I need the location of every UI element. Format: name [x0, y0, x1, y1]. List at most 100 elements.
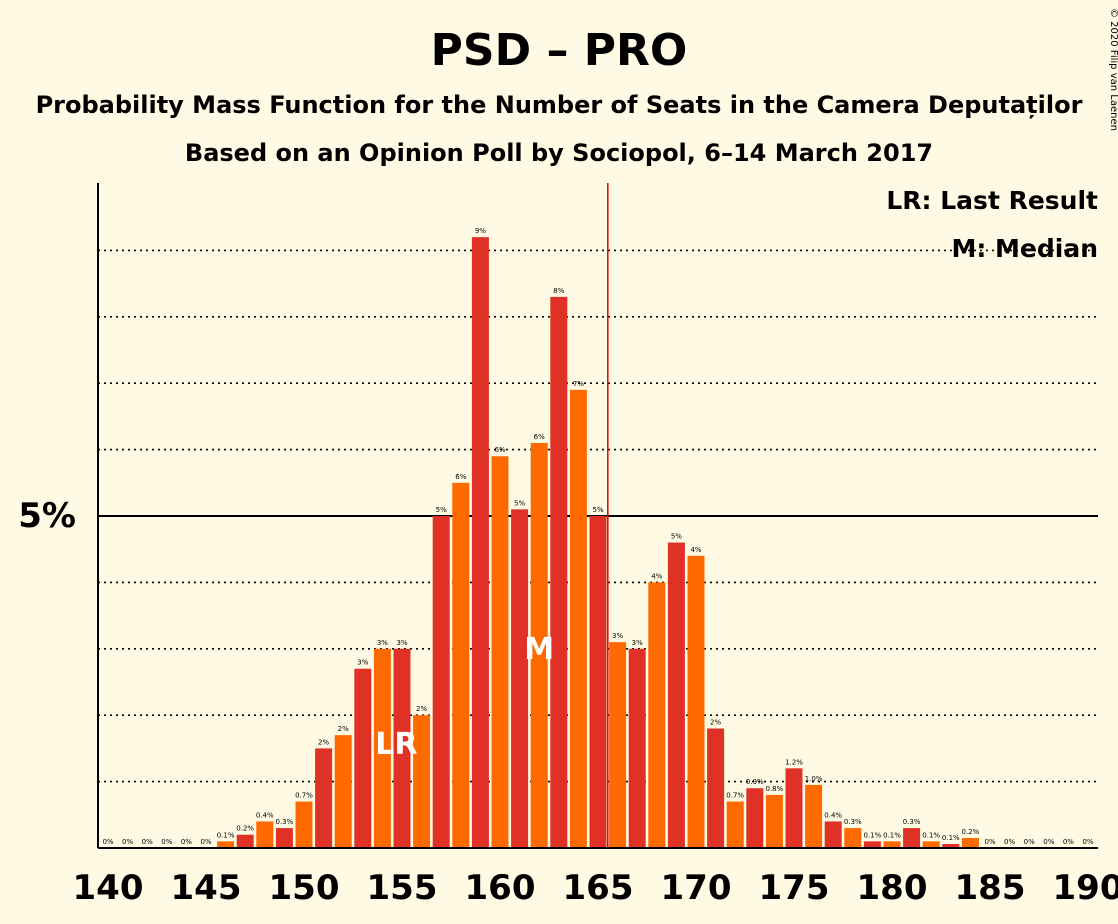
bar-label-175: 1.2% — [785, 758, 803, 766]
bar-label-180: 0.1% — [883, 831, 901, 839]
bar-label-189: 0% — [1063, 838, 1074, 846]
x-tick-140: 140 — [73, 868, 144, 908]
bar-label-173: 0.9% — [746, 778, 764, 786]
y-tick-label-5: 5% — [18, 496, 76, 536]
bar-175 — [785, 768, 803, 848]
bar-148 — [256, 821, 274, 848]
bar-label-157: 5% — [436, 506, 447, 514]
bar-163 — [550, 296, 568, 848]
bar-label-174: 0.8% — [766, 785, 784, 793]
x-tick-180: 180 — [857, 868, 928, 908]
bar-168 — [648, 582, 666, 848]
bar-label-143: 0% — [161, 838, 172, 846]
x-tick-165: 165 — [563, 868, 634, 908]
x-tick-labels: 140 145 150 155 160 165 170 175 180 185 190 — [73, 868, 1118, 908]
bar-label-156: 2% — [416, 705, 427, 713]
bar-181 — [903, 828, 921, 848]
bar-179 — [863, 841, 881, 848]
bar-174 — [765, 794, 783, 848]
median-marker: M — [524, 632, 554, 667]
bar-177 — [824, 821, 842, 848]
bar-157 — [432, 516, 450, 848]
chart-title: PSD – PRO — [431, 25, 688, 76]
bar-label-172: 0.7% — [726, 792, 744, 800]
bar-label-185: 0% — [984, 838, 995, 846]
bar-label-167: 3% — [632, 639, 643, 647]
bar-155 — [393, 648, 411, 848]
bar-label-159: 9% — [475, 227, 486, 235]
bar-150 — [295, 801, 313, 848]
bar-165 — [589, 516, 607, 848]
bar-171 — [707, 728, 725, 848]
legend-last-result: LR: Last Result — [886, 186, 1098, 215]
bar-label-152: 2% — [338, 725, 349, 733]
bar-178 — [844, 828, 862, 848]
bar-label-146: 0.1% — [217, 831, 235, 839]
bar-176 — [805, 784, 823, 848]
x-tick-185: 185 — [955, 868, 1026, 908]
bar-label-182: 0.1% — [922, 831, 940, 839]
bars — [217, 237, 979, 848]
bar-label-153: 3% — [357, 659, 368, 667]
bar-149 — [275, 828, 293, 848]
bar-164 — [569, 389, 587, 848]
bar-166 — [609, 642, 627, 848]
bar-160 — [491, 456, 509, 848]
bar-153 — [354, 668, 372, 848]
copyright-notice: © 2020 Filip van Laenen — [1108, 8, 1118, 131]
x-tick-175: 175 — [759, 868, 830, 908]
bar-label-148: 0.4% — [256, 811, 274, 819]
bar-167 — [628, 648, 646, 848]
bar-label-176: 1.0% — [805, 775, 823, 783]
bar-156 — [413, 715, 431, 848]
x-tick-190: 190 — [1053, 868, 1118, 908]
bar-label-142: 0% — [142, 838, 153, 846]
bar-label-160: 6% — [494, 446, 505, 454]
bar-label-186: 0% — [1004, 838, 1015, 846]
chart-subtitle-2: Based on an Opinion Poll by Sociopol, 6–… — [185, 139, 933, 167]
bar-label-144: 0% — [181, 838, 192, 846]
bar-182 — [922, 841, 940, 848]
bar-162 — [530, 442, 548, 848]
bar-label-170: 4% — [690, 546, 701, 554]
x-tick-155: 155 — [367, 868, 438, 908]
bar-label-140: 0% — [102, 838, 113, 846]
bar-152 — [334, 735, 352, 848]
bar-label-188: 0% — [1043, 838, 1054, 846]
bar-label-181: 0.3% — [903, 818, 921, 826]
bar-151 — [315, 748, 333, 848]
bar-label-145: 0% — [200, 838, 211, 846]
bar-170 — [687, 555, 705, 848]
bar-172 — [726, 801, 744, 848]
bar-label-168: 4% — [651, 572, 662, 580]
bar-label-162: 6% — [534, 433, 545, 441]
bar-label-161: 5% — [514, 499, 525, 507]
bar-label-169: 5% — [671, 533, 682, 541]
bar-label-177: 0.4% — [824, 811, 842, 819]
bar-184 — [961, 838, 979, 848]
bar-158 — [452, 482, 470, 848]
x-tick-170: 170 — [661, 868, 732, 908]
bar-label-163: 8% — [553, 287, 564, 295]
bar-183 — [942, 844, 960, 848]
bar-161 — [511, 509, 529, 848]
chart-subtitle: Probability Mass Function for the Number… — [36, 91, 1083, 119]
bar-label-190: 0% — [1082, 838, 1093, 846]
bar-label-178: 0.3% — [844, 818, 862, 826]
bar-159 — [471, 237, 489, 848]
bar-label-151: 2% — [318, 738, 329, 746]
bar-label-154: 3% — [377, 639, 388, 647]
bar-label-150: 0.7% — [295, 792, 313, 800]
bar-label-155: 3% — [396, 639, 407, 647]
bar-label-171: 2% — [710, 718, 721, 726]
bar-label-166: 3% — [612, 632, 623, 640]
bar-169 — [667, 542, 685, 848]
bar-146 — [217, 841, 235, 848]
bar-147 — [236, 834, 254, 848]
x-tick-160: 160 — [465, 868, 536, 908]
legend-median: M: Median — [951, 234, 1098, 263]
bar-label-187: 0% — [1024, 838, 1035, 846]
bar-label-164: 7% — [573, 380, 584, 388]
bar-label-183: 0.1% — [942, 834, 960, 842]
